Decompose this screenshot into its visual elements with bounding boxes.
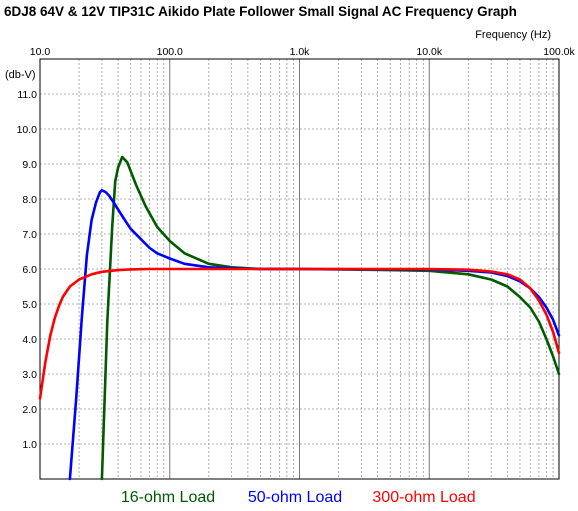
x-tick-label: 100.0	[157, 46, 183, 58]
y-axis-label: (db-V)	[5, 69, 36, 81]
x-tick-labels: 10.0 100.0 1.0k 10.0k 100.0k	[30, 46, 576, 58]
y-tick-label: 7.0	[22, 229, 37, 241]
y-tick-label: 4.0	[22, 334, 37, 346]
legend-entry-3: 300-ohm Load	[372, 489, 475, 506]
series-line-1	[100, 155, 561, 481]
legend-entry-2: 50-ohm Load	[248, 489, 342, 506]
y-tick-label: 6.0	[22, 264, 37, 276]
chart-title: 6DJ8 64V & 12V TIP31C Aikido Plate Follo…	[4, 4, 517, 19]
x-tick-label: 100.0k	[543, 46, 575, 58]
y-tick-label: 5.0	[22, 299, 37, 311]
y-tick-label: 9.0	[22, 159, 37, 171]
legend-entry-1: 16-ohm Load	[121, 489, 215, 506]
plot-frame	[39, 58, 560, 480]
series-lines	[38, 155, 561, 481]
y-tick-label: 10.0	[17, 124, 38, 136]
x-tick-label: 10.0	[30, 46, 51, 58]
legend: 16-ohm Load 50-ohm Load 300-ohm Load	[121, 489, 476, 506]
y-tick-labels: 1.0 2.0 3.0 4.0 5.0 6.0 7.0 8.0 9.0 10.0 11.0	[17, 89, 38, 451]
y-tick-label: 1.0	[22, 439, 37, 451]
y-tick-label: 2.0	[22, 404, 37, 416]
y-tick-label: 3.0	[22, 369, 37, 381]
x-axis-label: Frequency (Hz)	[475, 29, 551, 41]
x-tick-label: 1.0k	[290, 46, 311, 58]
y-tick-label: 8.0	[22, 194, 37, 206]
series-line-2	[68, 189, 561, 481]
series-line-3	[38, 267, 561, 400]
x-tick-label: 10.0k	[416, 46, 442, 58]
y-tick-label: 11.0	[17, 89, 37, 101]
